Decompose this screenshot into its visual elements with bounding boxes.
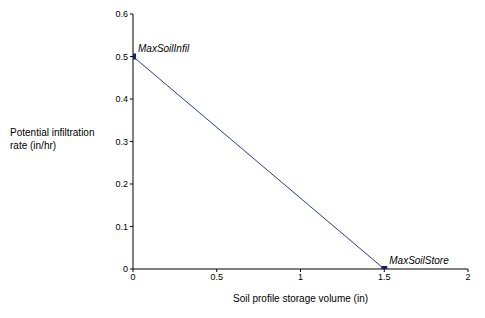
svg-text:Potential infiltrationrate (in: Potential infiltrationrate (in/hr)	[10, 127, 95, 151]
svg-text:0.4: 0.4	[115, 94, 128, 104]
svg-text:0.6: 0.6	[115, 9, 128, 19]
svg-text:0.2: 0.2	[115, 179, 128, 189]
svg-text:0: 0	[123, 264, 128, 274]
svg-text:MaxSoilInfil: MaxSoilInfil	[138, 43, 190, 54]
svg-text:0.5: 0.5	[115, 52, 128, 62]
svg-text:1.5: 1.5	[378, 272, 391, 282]
svg-text:MaxSoilStore: MaxSoilStore	[389, 255, 449, 266]
svg-text:0: 0	[130, 272, 135, 282]
svg-text:Soil profile storage volume (i: Soil profile storage volume (in)	[233, 293, 368, 304]
svg-text:1: 1	[298, 272, 303, 282]
svg-text:0.1: 0.1	[115, 222, 128, 232]
svg-text:0.3: 0.3	[115, 137, 128, 147]
svg-text:2: 2	[465, 272, 470, 282]
svg-text:0.5: 0.5	[210, 272, 223, 282]
